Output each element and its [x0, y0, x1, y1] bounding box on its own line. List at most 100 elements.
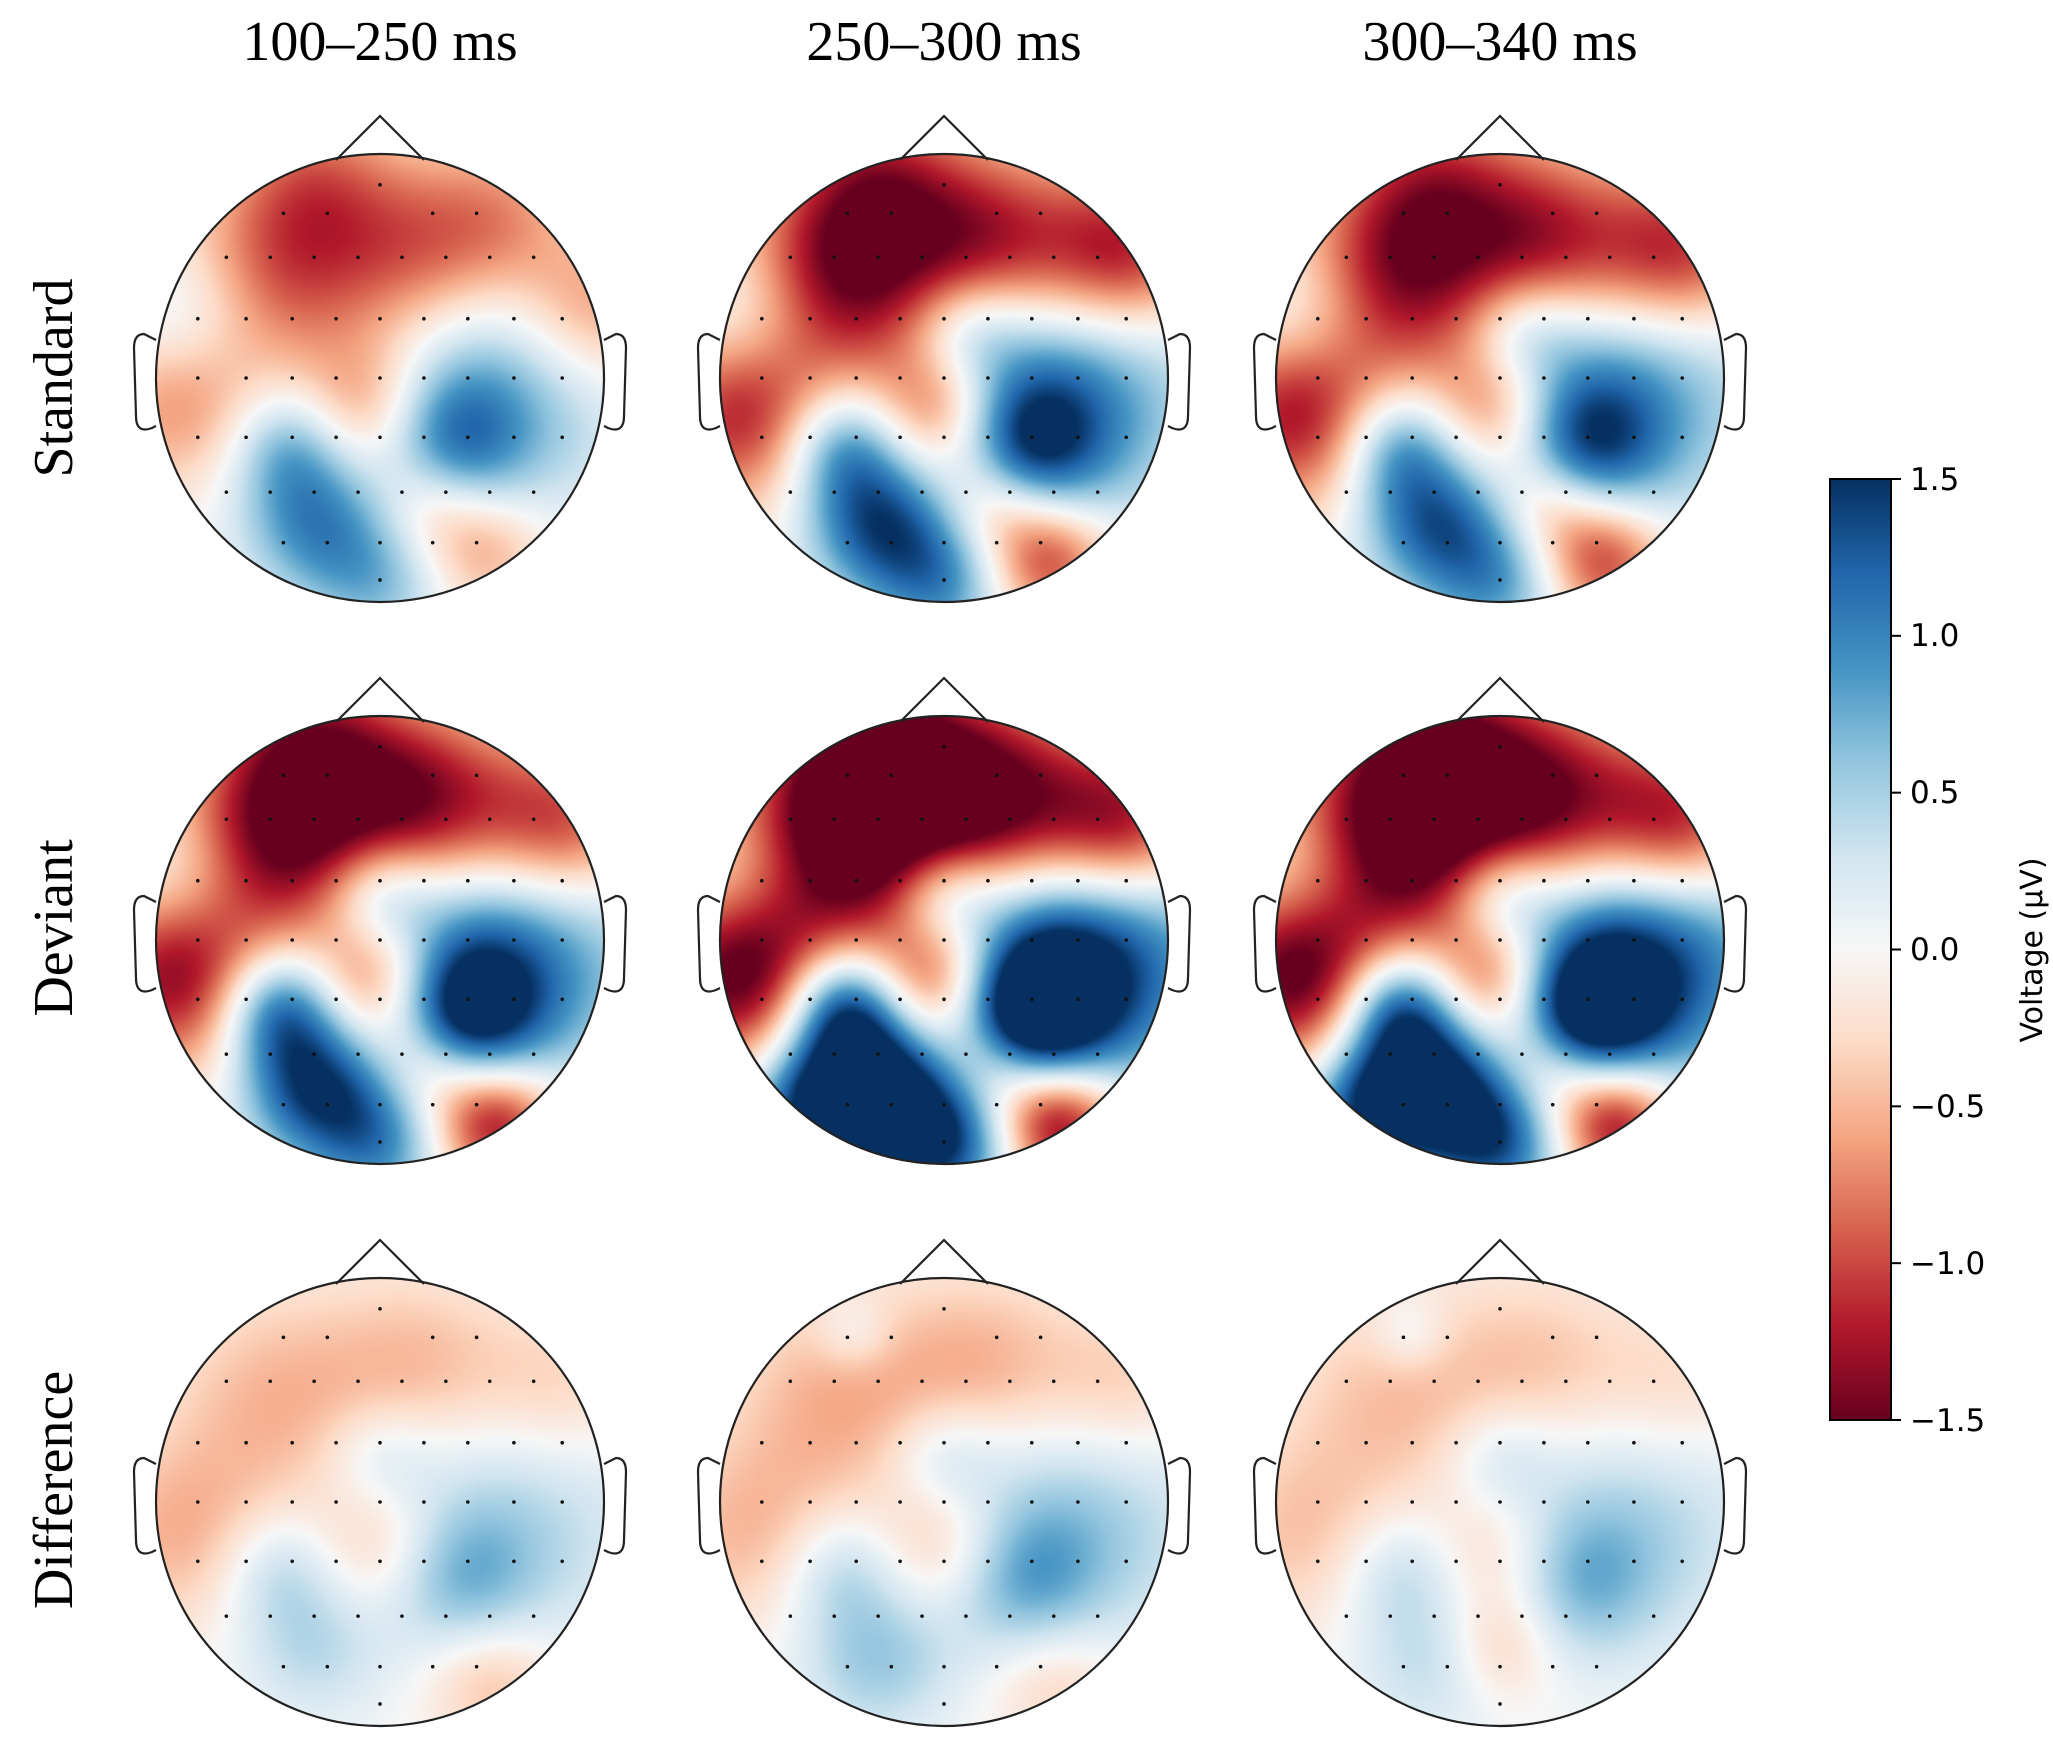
electrode-dot — [422, 878, 426, 883]
topomap-standard-2 — [696, 114, 1192, 604]
electrode-dot — [1498, 1559, 1502, 1564]
electrode-dot — [1498, 1140, 1502, 1144]
electrode-dot — [195, 1440, 200, 1445]
electrode-dot — [268, 490, 273, 494]
electrode-dot — [854, 316, 858, 321]
electrode-dot — [1410, 1440, 1414, 1445]
electrode-dot — [1364, 435, 1368, 440]
head-outline — [718, 1276, 1170, 1728]
electrode-dot — [400, 1052, 404, 1056]
electrode-dot — [942, 1559, 946, 1564]
head-outline — [1274, 152, 1726, 604]
electrode-dot — [1030, 997, 1034, 1002]
electrode-dot — [986, 1559, 990, 1564]
topomap-difference-2 — [696, 1238, 1192, 1728]
column-title-3: 300–340 ms — [1362, 11, 1637, 73]
electrode-dot — [1607, 490, 1612, 494]
electrode-dot — [1680, 376, 1685, 380]
electrode-dot — [788, 1052, 793, 1056]
electrode-dot — [1038, 211, 1043, 216]
electrode-dot — [1680, 938, 1685, 942]
electrode-dot — [444, 255, 448, 260]
electrode-dot — [1410, 1559, 1414, 1564]
electrode-dot — [281, 1335, 286, 1340]
electrode-dot — [560, 878, 565, 883]
electrode-dot — [1498, 938, 1502, 942]
electrode-dot — [986, 435, 990, 440]
electrode-dot — [356, 255, 360, 260]
electrode-dot — [1076, 1500, 1080, 1504]
colorbar-tick-label: 0.0 — [1910, 932, 1959, 968]
electrode-dot — [986, 1440, 990, 1445]
electrode-dot — [876, 1052, 880, 1056]
electrode-dot — [444, 1379, 448, 1384]
electrode-dot — [942, 1702, 946, 1706]
electrode-dot — [1542, 1559, 1546, 1564]
electrode-dot — [759, 316, 764, 321]
electrode-dot — [195, 376, 200, 380]
electrode-dot — [1594, 1664, 1599, 1669]
electrode-dot — [1498, 376, 1502, 380]
electrode-dot — [474, 1102, 479, 1107]
electrode-dot — [422, 316, 426, 321]
electrode-dot — [808, 1440, 812, 1445]
electrode-dot — [244, 435, 248, 440]
electrode-dot — [334, 878, 338, 883]
electrode-dot — [1586, 316, 1590, 321]
electrode-dot — [1680, 1500, 1685, 1504]
electrode-dot — [1498, 878, 1502, 883]
electrode-dot — [1076, 938, 1080, 942]
electrode-dot — [1651, 1052, 1656, 1056]
electrode-dot — [876, 490, 880, 494]
electrode-dot — [1388, 1379, 1393, 1384]
electrode-dot — [1476, 817, 1480, 822]
right-ear-outline — [1167, 332, 1192, 431]
electrode-dot — [942, 745, 946, 749]
electrode-dot — [898, 316, 902, 321]
electrode-dot — [268, 1052, 273, 1056]
electrode-dot — [325, 1664, 330, 1669]
electrode-dot — [1542, 938, 1546, 942]
electrode-dot — [474, 1335, 479, 1340]
electrode-dot — [1651, 490, 1656, 494]
electrode-dot — [1008, 490, 1012, 494]
electrode-dot — [1564, 1614, 1568, 1618]
electrode-dot — [1498, 1307, 1502, 1311]
electrode-dot — [1454, 435, 1458, 440]
nose-outline — [1455, 676, 1545, 723]
electrode-dot — [1315, 376, 1320, 380]
electrode-dot — [560, 1500, 565, 1504]
electrode-dot — [281, 1102, 286, 1107]
electrode-dot — [1586, 938, 1590, 942]
electrode-dot — [444, 1052, 448, 1056]
electrode-dot — [1030, 376, 1034, 380]
electrode-dot — [1315, 1440, 1320, 1445]
electrode-dot — [1401, 540, 1406, 545]
electrode-dot — [808, 938, 812, 942]
electrode-dot — [1550, 1102, 1555, 1107]
electrode-dot — [889, 1664, 894, 1669]
electrode-dot — [290, 1559, 294, 1564]
electrode-dot — [334, 1500, 338, 1504]
electrode-dot — [1454, 316, 1458, 321]
electrode-dot — [312, 1379, 316, 1384]
electrode-dot — [430, 773, 435, 778]
electrode-dot — [1401, 211, 1406, 216]
electrode-dot — [224, 1052, 229, 1056]
electrode-dot — [808, 376, 812, 380]
electrode-dot — [759, 878, 764, 883]
electrode-dot — [268, 1614, 273, 1618]
left-ear-outline — [1252, 1456, 1277, 1555]
electrode-dot — [378, 1102, 382, 1107]
electrode-dot — [1594, 1335, 1599, 1340]
electrode-dot — [378, 1664, 382, 1669]
electrode-dot — [1632, 938, 1636, 942]
nose-outline — [1455, 114, 1545, 161]
electrode-dot — [1651, 1379, 1656, 1384]
electrode-dot — [1432, 1052, 1436, 1056]
electrode-dot — [942, 1102, 946, 1107]
electrode-dot — [942, 578, 946, 582]
electrode-dot — [1388, 817, 1393, 822]
electrode-dot — [1498, 1440, 1502, 1445]
electrode-dot — [487, 1379, 492, 1384]
